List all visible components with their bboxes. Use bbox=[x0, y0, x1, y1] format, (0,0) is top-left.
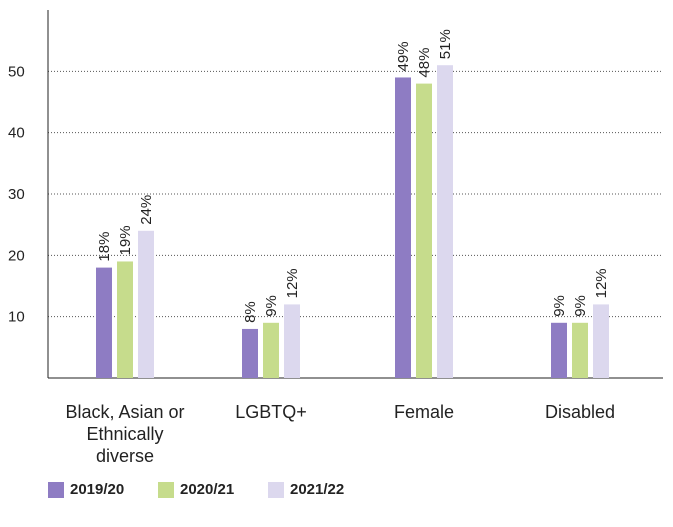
x-tick-label: Female bbox=[393, 402, 455, 422]
legend-swatch bbox=[48, 481, 64, 498]
legend-label: 2021/22 bbox=[290, 481, 345, 498]
x-tick-label: LGBTQ+ bbox=[235, 402, 307, 422]
y-tick-label: 50 bbox=[8, 63, 25, 80]
legend-swatch bbox=[268, 481, 284, 498]
bar bbox=[437, 65, 453, 378]
value-label: 24% bbox=[138, 195, 155, 225]
legend-label: 2019/20 bbox=[70, 481, 125, 498]
value-label: 51% bbox=[437, 29, 454, 59]
bar bbox=[242, 328, 258, 378]
value-label: 9% bbox=[551, 295, 568, 317]
value-label: 48% bbox=[416, 48, 433, 78]
legend-label: 2020/21 bbox=[180, 481, 235, 498]
x-tick-label: Black, Asian or Ethnically diverse bbox=[65, 402, 185, 466]
value-label: 9% bbox=[263, 295, 280, 317]
bar bbox=[395, 77, 411, 378]
y-tick-label: 40 bbox=[8, 125, 25, 142]
legend-item: 2019/20 bbox=[48, 481, 124, 498]
y-tick-label: 10 bbox=[8, 309, 25, 326]
bar bbox=[572, 322, 588, 378]
value-label: 18% bbox=[96, 232, 113, 262]
value-label: 19% bbox=[117, 225, 134, 255]
value-label: 49% bbox=[395, 41, 412, 71]
legend-item: 2021/22 bbox=[268, 481, 344, 498]
value-label: 12% bbox=[284, 268, 301, 298]
legend-item: 2020/21 bbox=[158, 481, 234, 498]
bar bbox=[263, 322, 279, 378]
bar bbox=[593, 304, 609, 378]
value-label: 9% bbox=[572, 295, 589, 317]
bar bbox=[96, 267, 112, 378]
bar bbox=[416, 83, 432, 378]
legend-swatch bbox=[158, 481, 174, 498]
bar bbox=[117, 261, 133, 378]
bar bbox=[138, 230, 154, 378]
y-tick-label: 30 bbox=[8, 186, 25, 203]
y-tick-label: 20 bbox=[8, 247, 25, 264]
value-label: 8% bbox=[242, 301, 259, 323]
x-tick-label: Disabled bbox=[544, 402, 616, 422]
bar bbox=[284, 304, 300, 378]
bar bbox=[551, 322, 567, 378]
value-label: 12% bbox=[593, 268, 610, 298]
